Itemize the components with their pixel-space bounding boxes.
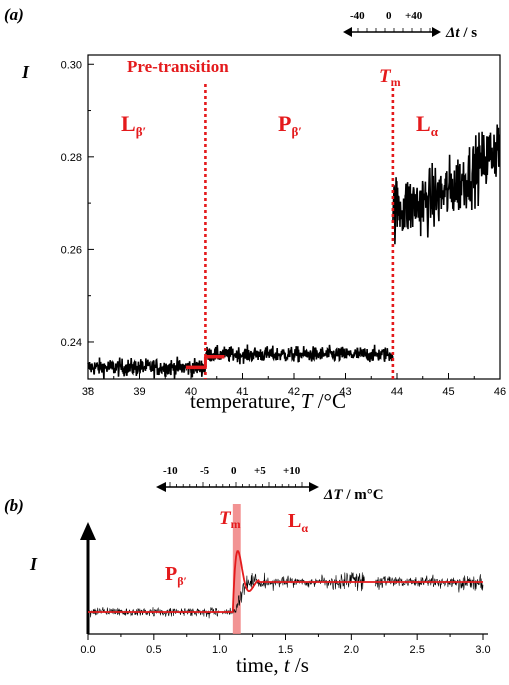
phase-lbeta-label: Lβ′ bbox=[121, 111, 146, 139]
scale-b-unit: / m°C bbox=[343, 487, 384, 503]
panel-b-series-1 bbox=[87, 606, 220, 619]
scale-b-label-4: +5 bbox=[254, 465, 266, 477]
panel-b-phase-lalpha-letter: L bbox=[288, 510, 301, 532]
panel-b-phase-pbeta-letter: P bbox=[165, 563, 177, 585]
panel-b-ylabel: I bbox=[29, 554, 38, 574]
panel-b-tick-labels: 0.0 0.5 1.0 1.5 2.0 2.5 3.0 bbox=[80, 644, 490, 656]
panel-b-tm-label: Tm bbox=[219, 508, 241, 531]
panel-b-label: (b) bbox=[4, 496, 24, 515]
panel-a-ytick-label: 0.28 bbox=[61, 152, 82, 164]
phase-pbeta-letter: P bbox=[278, 111, 291, 136]
panel-b-xtick-label: 2.0 bbox=[344, 644, 359, 656]
panel-b-xtick-label: 0.0 bbox=[80, 644, 95, 656]
pretransition-label: Pre-transition bbox=[127, 57, 229, 76]
phase-pbeta-sub: β′ bbox=[291, 124, 302, 139]
panel-a-ytick-label: 0.24 bbox=[61, 337, 82, 349]
panel-b-phase-pbeta-label: Pβ′ bbox=[165, 563, 187, 588]
panel-b-xtick-label: 1.5 bbox=[278, 644, 293, 656]
panel-a: (a) -40 0 +40 Δt / s 38 39 40 41 42 43 44 45 46 0… bbox=[4, 5, 506, 413]
panel-b-tm-symbol: T bbox=[219, 508, 232, 529]
panel-b-y-arrowhead bbox=[80, 522, 96, 540]
panel-b-xlabel-unit: /s bbox=[290, 653, 309, 677]
panel-a-data-series bbox=[87, 124, 501, 379]
panel-a-ticks bbox=[87, 63, 501, 389]
phase-lbeta-sub: β′ bbox=[136, 124, 147, 139]
panel-a-tm-label: Tm bbox=[379, 66, 401, 89]
panel-b-scale-bar: -10 -5 0 +5 +10 ΔT / m°C bbox=[156, 465, 384, 503]
scale-a-label-zero: 0 bbox=[386, 10, 392, 22]
panel-b-phase-lalpha-sub: α bbox=[301, 521, 308, 535]
panel-b-series-2 bbox=[222, 571, 365, 615]
panel-a-xtick-label: 46 bbox=[494, 386, 506, 398]
panel-a-xtick-label: 45 bbox=[442, 386, 454, 398]
scale-a-unit-label: Δt / s bbox=[445, 25, 477, 41]
phase-lbeta-letter: L bbox=[121, 111, 136, 136]
panel-a-xtick-label: 40 bbox=[185, 386, 197, 398]
panel-b-ticks bbox=[87, 634, 484, 640]
panel-a-tick-labels: 38 39 40 41 42 43 44 45 46 0.24 0.26 0.28 0.30 bbox=[61, 59, 507, 398]
panel-b-xtick-label: 2.5 bbox=[410, 644, 425, 656]
phase-lalpha-label: Lα bbox=[416, 111, 439, 139]
phase-pbeta-label: Pβ′ bbox=[278, 111, 302, 139]
panel-b-tm-sub: m bbox=[231, 517, 241, 531]
panel-a-ytick-label: 0.26 bbox=[61, 244, 82, 256]
panel-a-xtick-label: 42 bbox=[288, 386, 300, 398]
panel-b-xtick-label: 0.5 bbox=[146, 644, 161, 656]
panel-a-ytick-label: 0.30 bbox=[61, 59, 82, 71]
panel-a-xlabel-prefix: temperature, bbox=[190, 389, 301, 413]
panel-a-series-1 bbox=[87, 356, 207, 379]
panel-a-tm-symbol: T bbox=[379, 66, 392, 87]
panel-b: (b) -10 -5 0 +5 +10 ΔT / m°C I 0.0 0.5 1.0… bbox=[4, 465, 491, 677]
panel-a-xlabel-var: T bbox=[301, 389, 314, 413]
phase-lalpha-sub: α bbox=[431, 124, 439, 139]
panel-b-xlabel-prefix: time, bbox=[236, 653, 284, 677]
scale-b-label-1: -10 bbox=[163, 465, 178, 477]
panel-a-ylabel: I bbox=[21, 62, 30, 82]
panel-a-tm-sub: m bbox=[391, 75, 401, 89]
panel-a-xtick-label: 38 bbox=[82, 386, 94, 398]
panel-a-xtick-label: 39 bbox=[133, 386, 145, 398]
scale-a-unit: / s bbox=[460, 25, 478, 41]
panel-b-series-3 bbox=[374, 574, 484, 593]
panel-a-series-2 bbox=[204, 344, 394, 365]
panel-a-scale-bar: -40 0 +40 Δt / s bbox=[343, 10, 477, 41]
panel-a-xtick-label: 43 bbox=[339, 386, 351, 398]
panel-a-xlabel-unit: /°C bbox=[312, 389, 346, 413]
panel-b-fit-line bbox=[88, 550, 483, 613]
panel-b-data-series bbox=[87, 571, 484, 619]
scale-a-label-pos: +40 bbox=[405, 10, 423, 22]
panel-a-xlabel: temperature, T /°C bbox=[190, 389, 346, 413]
scale-b-symbol: ΔT bbox=[323, 487, 343, 503]
phase-lalpha-letter: L bbox=[416, 111, 431, 136]
panel-b-phase-pbeta-sub: β′ bbox=[177, 574, 187, 588]
panel-a-xtick-label: 44 bbox=[391, 386, 403, 398]
panel-a-series-3 bbox=[392, 124, 501, 245]
scale-b-label-3: 0 bbox=[231, 465, 237, 477]
panel-a-transition-lines bbox=[204, 84, 395, 379]
panel-b-fit-curve bbox=[88, 550, 483, 613]
panel-b-xlabel: time, t /s bbox=[236, 653, 309, 677]
panel-b-xtick-label: 1.0 bbox=[212, 644, 227, 656]
scale-b-label-5: +10 bbox=[283, 465, 301, 477]
scale-a-symbol: Δt bbox=[445, 25, 460, 41]
scale-b-label-2: -5 bbox=[200, 465, 210, 477]
panel-a-label: (a) bbox=[4, 5, 24, 24]
panel-a-xtick-label: 41 bbox=[236, 386, 248, 398]
tm-highlight-band bbox=[232, 504, 241, 634]
scale-b-unit-label: ΔT / m°C bbox=[323, 487, 384, 503]
panel-b-xtick-label: 3.0 bbox=[475, 644, 490, 656]
scale-a-label-neg: -40 bbox=[350, 10, 365, 22]
panel-b-phase-lalpha-label: Lα bbox=[288, 510, 308, 535]
panel-b-xlabel-var: t bbox=[284, 653, 291, 677]
